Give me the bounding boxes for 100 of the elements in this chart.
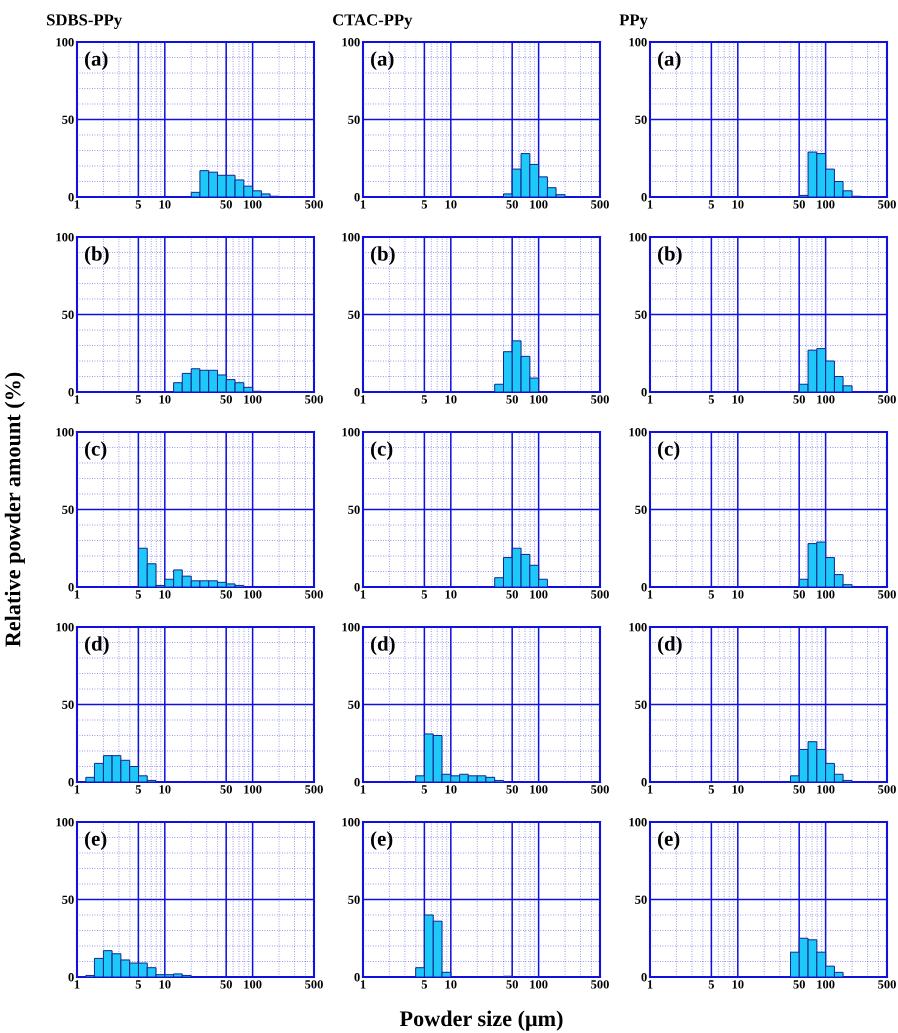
x-tick-label: 500 — [305, 200, 323, 209]
x-tick-label: 500 — [591, 590, 609, 599]
x-tick-label: 1 — [360, 395, 366, 404]
y-tick-label: 100 — [342, 818, 360, 827]
y-tick-label: 100 — [629, 428, 647, 437]
x-tick-label: 100 — [530, 200, 548, 209]
x-tick-label: 500 — [878, 785, 896, 794]
x-tick-label: 5 — [421, 200, 428, 209]
x-tick-label: 500 — [878, 590, 896, 599]
x-tick-label: 500 — [305, 785, 323, 794]
x-tick-label: 50 — [506, 395, 518, 404]
annotation: (c) — [85, 441, 107, 461]
x-tick-label: 100 — [817, 395, 835, 404]
x-tick-label: 100 — [817, 200, 835, 209]
annotation: (a) — [371, 51, 394, 71]
x-tick-label: 50 — [793, 590, 805, 599]
x-tick-label: 50 — [793, 395, 805, 404]
y-tick-label: 100 — [56, 428, 74, 437]
y-tick-label: 50 — [62, 700, 74, 709]
y-tick-label: 100 — [56, 38, 74, 47]
x-tick-label: 10 — [732, 200, 744, 209]
y-tick-label: 50 — [635, 895, 647, 904]
x-tick-label: 5 — [135, 785, 142, 794]
x-tick-label: 100 — [817, 980, 835, 989]
x-tick-label: 500 — [305, 395, 323, 404]
x-tick-label: 100 — [244, 590, 262, 599]
x-tick-label: 50 — [793, 785, 805, 794]
y-tick-label: 50 — [62, 115, 74, 124]
x-tick-label: 1 — [74, 395, 80, 404]
annotation: (e) — [658, 831, 680, 851]
x-tick-label: 100 — [817, 590, 835, 599]
y-tick-label: 0 — [68, 778, 74, 787]
x-tick-label: 5 — [708, 395, 715, 404]
x-axis-title: Powder size (μm) — [399, 1010, 563, 1031]
x-tick-label: 1 — [360, 785, 366, 794]
x-tick-label: 50 — [220, 395, 232, 404]
x-tick-label: 5 — [135, 200, 142, 209]
x-tick-label: 10 — [445, 590, 457, 599]
x-tick-label: 10 — [445, 980, 457, 989]
x-tick-label: 50 — [220, 200, 232, 209]
y-tick-label: 100 — [56, 623, 74, 632]
x-tick-label: 1 — [360, 590, 366, 599]
x-tick-label: 100 — [244, 200, 262, 209]
y-tick-label: 0 — [68, 193, 74, 202]
x-tick-label: 1 — [74, 980, 80, 989]
x-tick-label: 100 — [530, 785, 548, 794]
x-tick-label: 10 — [732, 590, 744, 599]
y-tick-label: 50 — [348, 895, 360, 904]
y-tick-label: 100 — [629, 818, 647, 827]
y-tick-label: 50 — [348, 310, 360, 319]
x-tick-label: 1 — [647, 200, 653, 209]
x-tick-label: 10 — [445, 200, 457, 209]
y-tick-label: 100 — [342, 38, 360, 47]
y-tick-label: 50 — [62, 310, 74, 319]
x-tick-label: 100 — [530, 980, 548, 989]
annotation: (b) — [658, 246, 682, 266]
x-tick-label: 1 — [647, 590, 653, 599]
x-tick-label: 5 — [135, 395, 142, 404]
annotation: (c) — [371, 441, 393, 461]
y-tick-label: 100 — [56, 233, 74, 242]
x-tick-label: 5 — [708, 980, 715, 989]
y-tick-label: 50 — [635, 310, 647, 319]
y-tick-label: 100 — [629, 38, 647, 47]
x-tick-label: 10 — [159, 785, 171, 794]
x-tick-label: 50 — [220, 980, 232, 989]
y-tick-label: 0 — [354, 583, 360, 592]
y-tick-label: 0 — [68, 973, 74, 982]
annotation: (d) — [658, 636, 682, 656]
annotation: (e) — [85, 831, 107, 851]
x-tick-label: 100 — [530, 590, 548, 599]
x-tick-label: 10 — [159, 980, 171, 989]
x-tick-label: 5 — [421, 980, 428, 989]
x-tick-label: 5 — [135, 590, 142, 599]
y-tick-label: 0 — [641, 583, 647, 592]
y-tick-label: 0 — [641, 193, 647, 202]
y-tick-label: 0 — [641, 973, 647, 982]
x-tick-label: 1 — [647, 785, 653, 794]
x-tick-label: 5 — [708, 200, 715, 209]
y-tick-label: 50 — [62, 505, 74, 514]
x-tick-label: 10 — [732, 785, 744, 794]
x-tick-label: 50 — [506, 785, 518, 794]
x-tick-label: 50 — [220, 590, 232, 599]
x-tick-label: 5 — [135, 980, 142, 989]
y-tick-label: 100 — [629, 623, 647, 632]
y-tick-label: 50 — [62, 895, 74, 904]
y-tick-label: 50 — [635, 505, 647, 514]
x-tick-label: 50 — [506, 590, 518, 599]
y-tick-label: 0 — [68, 388, 74, 397]
x-tick-label: 10 — [732, 980, 744, 989]
x-tick-label: 1 — [74, 785, 80, 794]
y-tick-label: 100 — [342, 623, 360, 632]
x-tick-label: 1 — [647, 395, 653, 404]
x-tick-label: 10 — [159, 590, 171, 599]
x-tick-label: 10 — [159, 395, 171, 404]
y-tick-label: 50 — [348, 700, 360, 709]
y-tick-label: 50 — [635, 700, 647, 709]
x-tick-label: 100 — [817, 785, 835, 794]
annotation: (a) — [85, 51, 108, 71]
x-tick-label: 500 — [878, 980, 896, 989]
x-tick-label: 10 — [445, 395, 457, 404]
